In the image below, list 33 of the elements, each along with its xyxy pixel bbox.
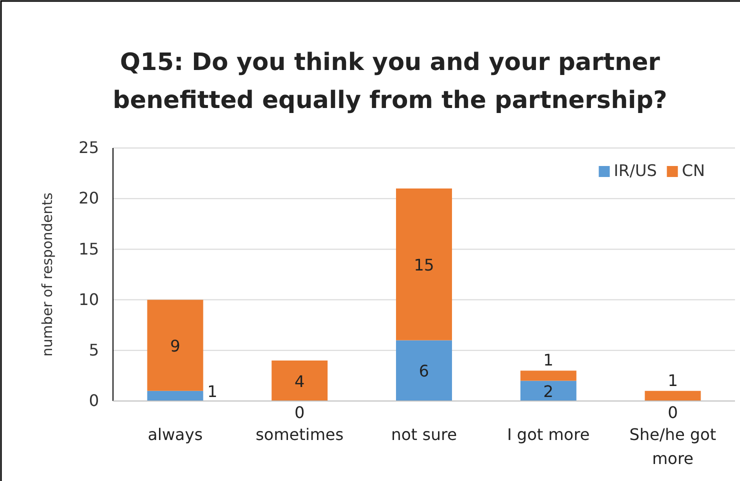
legend-label: CN — [682, 161, 705, 180]
data-label: 0 — [294, 403, 305, 422]
data-label: 6 — [418, 362, 430, 381]
y-tick-label: 10 — [78, 290, 99, 309]
bar — [147, 300, 204, 391]
data-label: 9 — [170, 336, 180, 356]
x-tick-label: always — [148, 425, 203, 444]
bar — [520, 370, 576, 381]
data-label: 1 — [543, 350, 554, 370]
y-tick-label: 20 — [78, 188, 99, 208]
data-label: 4 — [294, 372, 305, 391]
x-tick-label: not sure — [391, 425, 457, 444]
y-tick-label: 25 — [78, 138, 99, 158]
bar — [520, 380, 576, 401]
bar — [147, 390, 204, 401]
x-tick-label: She/he got more — [629, 425, 716, 468]
x-tick-label: sometimes — [256, 425, 344, 444]
bar — [396, 188, 452, 340]
y-tick-label: 0 — [88, 391, 99, 410]
data-label: 15 — [414, 255, 434, 274]
data-label: 1 — [668, 370, 678, 390]
data-label: 2 — [543, 382, 554, 401]
data-label: 0 — [668, 403, 678, 422]
data-label: 1 — [207, 382, 218, 401]
x-tick-label: I got more — [507, 425, 590, 444]
bar — [396, 340, 452, 401]
y-tick-label: 15 — [78, 239, 99, 258]
bar — [272, 360, 328, 401]
chart-title: Q15: Do you think you and your partner benefitted equally from the partnership? — [112, 48, 668, 114]
y-tick-label: 5 — [88, 340, 99, 360]
legend-label: IR/US — [614, 161, 657, 180]
bar — [644, 390, 701, 401]
y-axis-title: number of respondents — [40, 192, 56, 356]
